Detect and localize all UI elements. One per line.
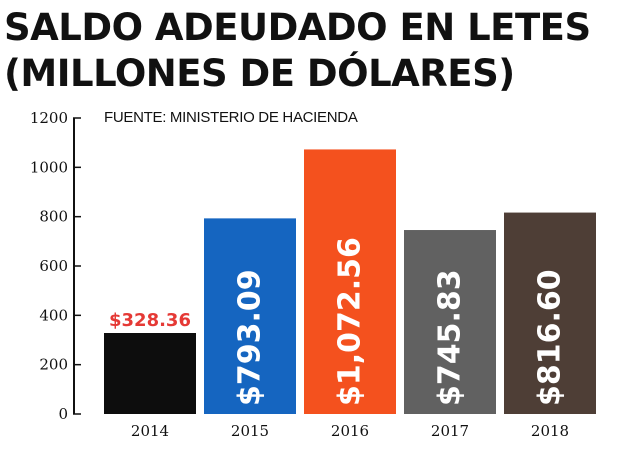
y-tick-label: 0 [58,405,68,423]
chart-title-line1: SALDO ADEUDADO EN LETES [4,6,591,49]
data-label: $816.60 [533,269,568,406]
data-label: $1,072.56 [333,237,368,406]
data-label: $745.83 [433,269,468,406]
data-label: $328.36 [109,310,191,331]
y-tick-label: 600 [39,257,68,275]
bar-2016 [304,149,396,415]
bar-2014 [104,333,196,414]
source-note: FUENTE: MINISTERIO DE HACIENDA [104,109,358,126]
y-tick-label: 1000 [30,158,68,176]
x-tick-label: 2014 [131,422,169,440]
x-tick-label: 2015 [231,422,269,440]
y-tick-label: 1200 [30,109,68,127]
chart-title-line2: (MILLONES DE DÓLARES) [4,52,515,95]
data-label: $793.09 [233,269,268,406]
y-tick-label: 400 [39,306,68,324]
x-tick-label: 2017 [431,422,469,440]
y-tick-label: 200 [39,356,68,374]
bar-2017 [404,230,496,414]
x-tick-label: 2016 [331,422,369,440]
bar-2018 [504,212,596,414]
y-tick-label: 800 [39,208,68,226]
bar-2015 [204,218,296,414]
x-tick-label: 2018 [531,422,569,440]
